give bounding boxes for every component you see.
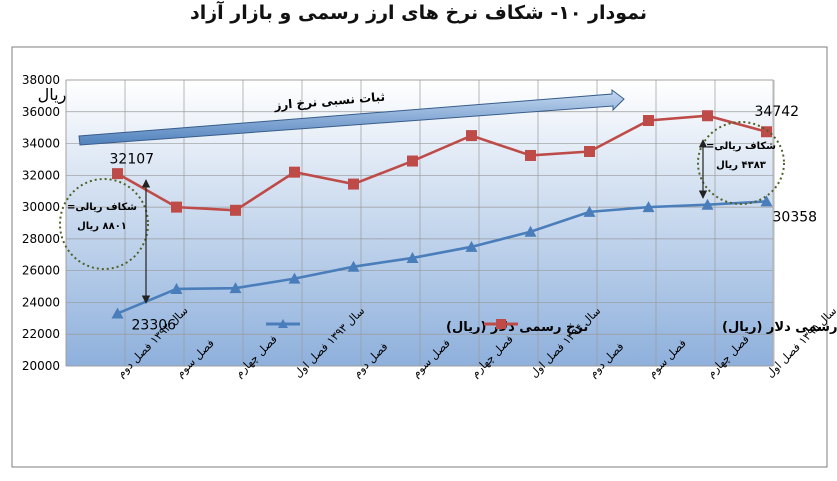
series-layer: 32107 23306 34742 30358 — [110, 104, 818, 334]
legend: نرخ رسمی دلار (ریال) نرخ بازار غیر رسمی … — [266, 319, 837, 335]
data-point-official — [347, 260, 360, 272]
series-line — [117, 200, 767, 315]
gap-right-line2: ۴۳۸۳ ریال — [716, 160, 766, 171]
legend-marker-market — [496, 319, 506, 329]
data-point-official — [229, 282, 242, 294]
y-tick-label: 30000 — [22, 200, 60, 214]
data-point-market — [407, 155, 418, 167]
data-point-market — [525, 149, 536, 161]
grid — [65, 79, 775, 367]
data-label: 30358 — [773, 209, 818, 225]
gap-annotation-left: شکاف ریالی= ۸۸۰۱ ریال — [59, 178, 151, 304]
data-point-market — [112, 168, 123, 180]
data-point-market — [289, 166, 300, 178]
data-point-official — [111, 307, 124, 319]
data-point-official — [760, 195, 773, 207]
data-point-market — [584, 146, 595, 157]
data-point-official — [642, 201, 655, 213]
legend-label-market: نرخ بازار غیر رسمی دلار (ریال) — [722, 320, 837, 335]
data-label: 32107 — [110, 152, 155, 168]
data-point-official — [524, 225, 537, 237]
y-tick-label: 28000 — [22, 232, 60, 246]
y-tick-label: 26000 — [22, 264, 60, 278]
data-point-official — [288, 272, 301, 284]
y-axis: 20000 22000 24000 26000 28000 30000 32000 34000… — [22, 73, 60, 373]
gap-annotation-right: شکاف ریالی= ۴۳۸۳ ریال — [697, 121, 785, 205]
data-point-market — [348, 178, 359, 190]
y-tick-label: 20000 — [22, 359, 60, 373]
data-point-official — [701, 198, 714, 210]
data-point-market — [643, 115, 654, 127]
series-official — [111, 195, 773, 319]
data-point-market — [230, 204, 241, 216]
y-tick-label: 34000 — [22, 137, 60, 151]
data-point-market — [761, 126, 772, 138]
data-label: 23306 — [132, 317, 177, 333]
legend-marker-official — [278, 319, 288, 328]
y-tick-label: 24000 — [22, 295, 60, 309]
data-point-market — [171, 201, 182, 213]
data-point-market — [466, 130, 477, 142]
y-tick-label: 32000 — [22, 168, 60, 182]
series-market — [112, 110, 772, 216]
y-tick-label: 38000 — [22, 73, 60, 87]
y-tick-label: 36000 — [22, 105, 60, 119]
data-point-official — [170, 282, 183, 294]
stability-arrow-shape — [78, 89, 625, 146]
data-label: 34742 — [755, 104, 800, 120]
stability-arrow: ثبات نسبی نرخ ارز — [78, 89, 625, 146]
legend-label-official: نرخ رسمی دلار (ریال) — [446, 320, 588, 335]
gap-left-line2: ۸۸۰۱ ریال — [77, 221, 127, 232]
data-point-market — [702, 110, 713, 122]
data-point-official — [465, 240, 478, 252]
y-tick-label: 22000 — [22, 327, 60, 341]
y-axis-unit-label: ریال — [38, 85, 67, 105]
data-point-official — [406, 251, 419, 263]
data-point-official — [583, 205, 596, 217]
series-line — [116, 114, 767, 212]
gap-left-line1: شکاف ریالی= — [67, 202, 137, 213]
page-title: نمودار ۱۰- شکاف نرخ های ارز رسمی و بازار… — [189, 2, 648, 24]
gap-circle-right — [697, 121, 785, 205]
gap-right-line1: شکاف ریالی= — [706, 141, 776, 152]
